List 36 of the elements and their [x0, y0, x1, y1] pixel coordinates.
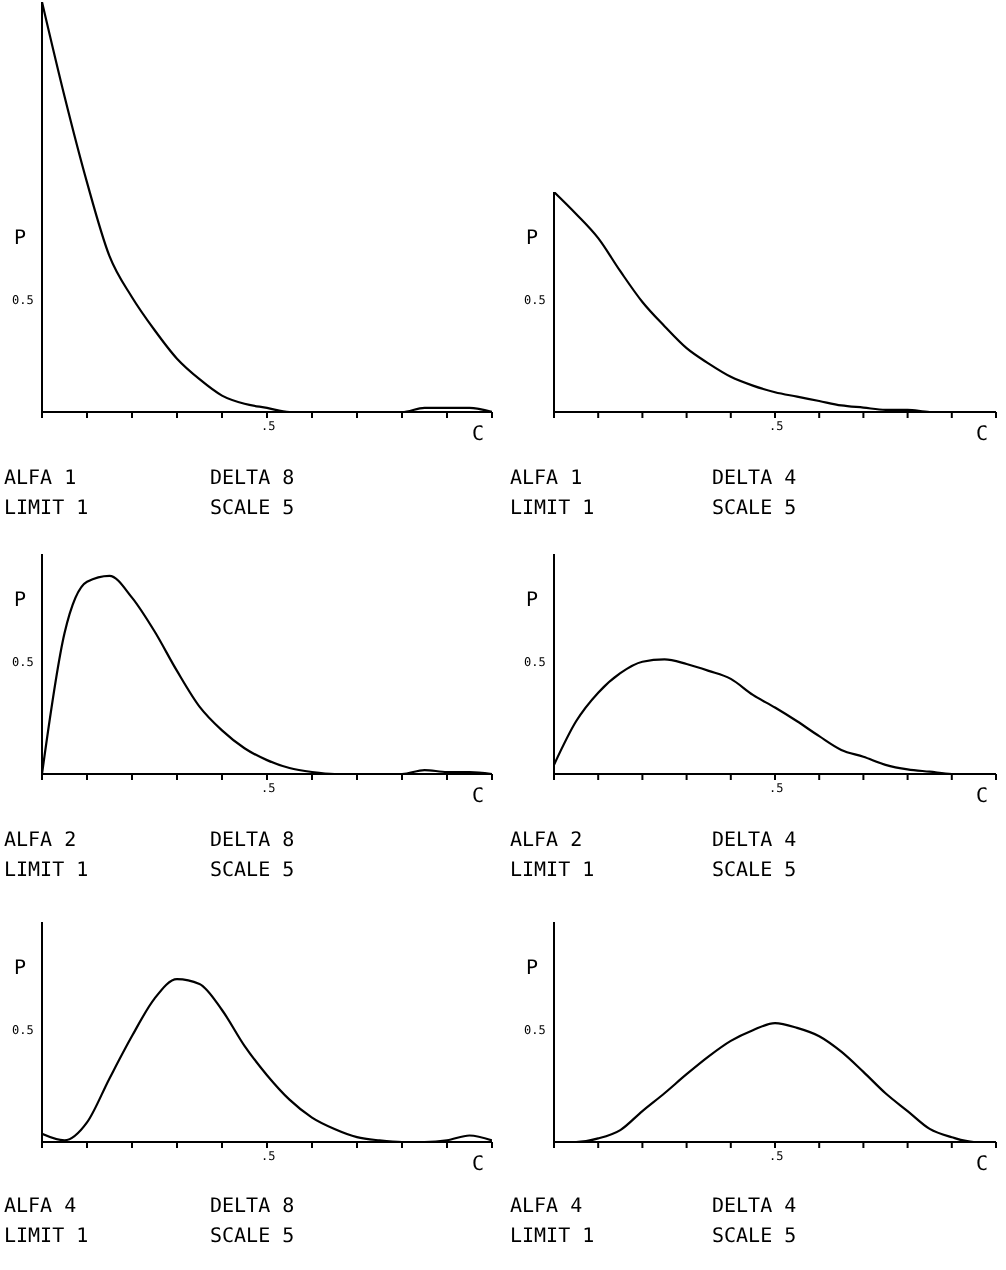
text: SCALE 5 [210, 498, 295, 522]
text: ALFA 2 [510, 830, 583, 854]
x-axis-title: C [976, 424, 989, 448]
text: ALFA 4 [510, 1196, 583, 1220]
x-axis-title: C [976, 786, 989, 810]
text: SCALE 5 [712, 1226, 797, 1250]
text: SCALE 5 [210, 860, 295, 884]
y-axis-title: P [526, 228, 539, 253]
text: LIMIT 1 [4, 498, 89, 522]
text: LIMIT 1 [510, 498, 595, 522]
y-axis-title: P [14, 590, 27, 615]
text: LIMIT 1 [510, 860, 595, 884]
y-axis-title: P [14, 228, 27, 253]
x-axis-title: C [976, 1154, 989, 1178]
x-axis-title: C [472, 786, 485, 810]
text: DELTA 4 [712, 830, 797, 854]
text: ALFA 4 [4, 1196, 77, 1220]
text: SCALE 5 [712, 860, 797, 884]
text: DELTA 8 [210, 830, 295, 854]
y-axis-title: P [14, 958, 27, 983]
text: ALFA 2 [4, 830, 77, 854]
text: ALFA 1 [4, 468, 77, 492]
text: DELTA 8 [210, 1196, 295, 1220]
text: DELTA 4 [712, 468, 797, 492]
text: LIMIT 1 [4, 860, 89, 884]
text: LIMIT 1 [510, 1226, 595, 1250]
text: SCALE 5 [210, 1226, 295, 1250]
x-axis-title: C [472, 1154, 485, 1178]
text: SCALE 5 [712, 498, 797, 522]
text: ALFA 1 [510, 468, 583, 492]
x-axis-title: C [472, 424, 485, 448]
y-axis-title: P [526, 958, 539, 983]
text: LIMIT 1 [4, 1226, 89, 1250]
text: DELTA 4 [712, 1196, 797, 1220]
text: DELTA 8 [210, 468, 295, 492]
y-axis-title: P [526, 590, 539, 615]
